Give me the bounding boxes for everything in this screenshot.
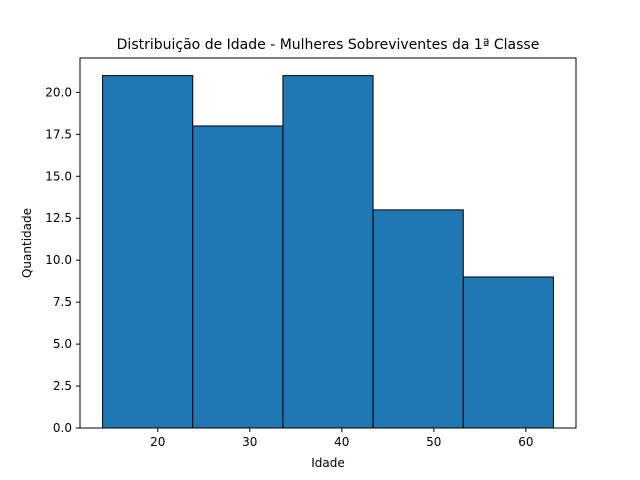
x-tick-label: 40: [334, 435, 349, 449]
x-tick-label: 50: [426, 435, 441, 449]
y-tick-label: 20.0: [45, 85, 72, 99]
x-ticks-group: 20 30 40 50 60: [150, 428, 533, 449]
y-tick-label: 5.0: [53, 337, 72, 351]
bars-group: [102, 75, 554, 429]
y-tick-label: 15.0: [45, 169, 72, 183]
x-tick-label: 30: [242, 435, 257, 449]
histogram-bar: [462, 276, 554, 429]
y-ticks-group: 0.0 2.5 5.0 7.5 10.0 12.5 15.0 17.5 20.0: [45, 85, 80, 435]
y-tick-label: 12.5: [45, 211, 72, 225]
histogram-bar: [192, 125, 284, 429]
y-tick-label: 2.5: [53, 379, 72, 393]
y-axis-label: Quantidade: [20, 208, 34, 278]
plot-frame: [79, 57, 577, 429]
histogram-bar: [282, 75, 374, 429]
y-tick-label: 17.5: [45, 127, 72, 141]
x-tick-label: 20: [150, 435, 165, 449]
y-tick-label: 10.0: [45, 253, 72, 267]
y-tick-label: 7.5: [53, 295, 72, 309]
histogram-bar: [102, 75, 194, 429]
chart-title: Distribuição de Idade - Mulheres Sobrevi…: [117, 37, 540, 53]
y-tick-label: 0.0: [53, 421, 72, 435]
histogram-bar: [372, 209, 464, 429]
x-axis-label: Idade: [311, 456, 345, 470]
x-tick-label: 60: [518, 435, 533, 449]
